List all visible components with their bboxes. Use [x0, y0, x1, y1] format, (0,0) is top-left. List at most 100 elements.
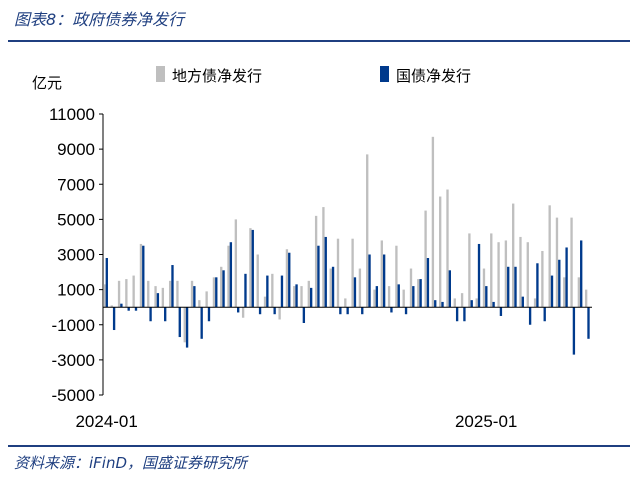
- bar-treasury: [397, 284, 400, 308]
- bar-treasury: [426, 258, 430, 308]
- bar-treasury: [266, 275, 269, 308]
- x-tick-label: 2025-01: [455, 412, 517, 431]
- bar-treasury: [251, 229, 254, 308]
- bar-local-gov: [563, 277, 566, 308]
- bar-local-gov: [161, 287, 165, 308]
- bar-treasury: [507, 266, 510, 308]
- bar-local-gov: [198, 300, 201, 308]
- legend-swatch-treasury: [380, 66, 389, 82]
- bar-local-gov: [147, 280, 150, 308]
- bar-treasury: [434, 300, 437, 308]
- bar-treasury: [134, 307, 138, 311]
- bar-local-gov: [329, 268, 332, 308]
- bar-treasury: [404, 307, 408, 315]
- bar-local-gov: [519, 236, 522, 308]
- bar-local-gov: [482, 268, 486, 308]
- bar-treasury: [273, 307, 276, 315]
- y-axis: 11000 9000 7000 5000 3000 1000 -1000 -3000 -5000: [49, 105, 104, 405]
- bar-local-gov: [139, 243, 143, 308]
- bar-local-gov: [322, 207, 325, 308]
- bar-local-gov: [577, 277, 581, 308]
- y-tick-label: -5000: [52, 386, 95, 405]
- bar-treasury: [477, 243, 481, 308]
- bar-chart: 亿元 地方债净发行 国债净发行 11000 9000 7000 5000 3000 100…: [32, 66, 592, 431]
- x-tick-label: 2024-01: [75, 412, 137, 431]
- bar-treasury: [353, 277, 357, 308]
- bar-local-gov: [307, 280, 310, 308]
- bar-treasury: [229, 242, 233, 308]
- bar-treasury: [324, 236, 327, 308]
- bar-local-gov: [132, 275, 135, 308]
- bar-treasury: [361, 307, 364, 315]
- bar-local-gov: [497, 242, 500, 308]
- bar-local-gov: [183, 307, 186, 343]
- bar-treasury: [142, 245, 145, 308]
- bar-local-gov: [548, 205, 551, 308]
- bar-local-gov: [380, 240, 383, 308]
- bar-treasury: [550, 275, 554, 308]
- bar-local-gov: [570, 217, 573, 308]
- bar-local-gov: [460, 293, 464, 308]
- bar-treasury: [455, 307, 459, 322]
- chart-title: 图表8：政府债券净发行: [14, 10, 185, 29]
- bar-treasury: [587, 307, 590, 339]
- bar-treasury: [463, 307, 466, 322]
- bar-treasury: [390, 307, 393, 313]
- legend-swatch-local: [156, 66, 165, 82]
- bar-local-gov: [256, 254, 259, 308]
- bar-treasury: [280, 275, 284, 308]
- bar-treasury: [331, 266, 335, 308]
- bar-treasury: [127, 307, 130, 311]
- bar-local-gov: [263, 296, 267, 308]
- bar-local-gov: [117, 280, 121, 308]
- bar-local-gov: [241, 307, 245, 318]
- legend: 地方债净发行 国债净发行: [156, 66, 471, 85]
- y-tick-label: 5000: [57, 210, 95, 229]
- bar-local-gov: [395, 245, 398, 308]
- y-tick-label: -1000: [52, 316, 95, 335]
- bar-local-gov: [409, 268, 413, 308]
- bar-treasury: [105, 258, 108, 308]
- bar-treasury: [200, 307, 203, 339]
- bar-local-gov: [271, 273, 274, 308]
- bar-local-gov: [446, 189, 449, 308]
- bar-local-gov: [504, 240, 508, 308]
- bar-local-gov: [285, 249, 289, 308]
- bar-local-gov: [373, 289, 376, 308]
- bar-local-gov: [293, 286, 296, 308]
- bar-treasury: [536, 263, 539, 308]
- bar-treasury: [470, 300, 473, 308]
- bar-local-gov: [205, 291, 208, 308]
- bar-treasury: [572, 307, 576, 355]
- y-tick-label: 9000: [57, 140, 95, 159]
- y-unit-label: 亿元: [32, 74, 62, 92]
- bar-local-gov: [190, 280, 194, 308]
- bar-treasury: [112, 307, 116, 331]
- bar-treasury: [244, 273, 247, 308]
- bar-treasury: [543, 307, 546, 322]
- bar-local-gov: [300, 286, 303, 308]
- bar-treasury: [499, 307, 503, 316]
- bar-local-gov: [278, 307, 281, 320]
- bar-local-gov: [541, 250, 544, 308]
- y-tick-label: 3000: [57, 246, 95, 265]
- bar-treasury: [346, 307, 349, 315]
- bar-treasury: [222, 270, 225, 308]
- bar-local-gov: [402, 289, 405, 308]
- source-note: 资料来源：iFinD，国盛证券研究所: [14, 454, 248, 472]
- bar-treasury: [215, 277, 218, 308]
- bar-treasury: [485, 286, 488, 308]
- bar-local-gov: [227, 245, 230, 308]
- y-tick-label: 7000: [57, 175, 95, 194]
- bar-local-gov: [234, 219, 238, 308]
- bars-group: [103, 136, 590, 355]
- bar-local-gov: [220, 266, 223, 308]
- bar-local-gov: [366, 154, 369, 308]
- bar-treasury: [419, 279, 422, 308]
- bar-treasury: [528, 307, 532, 325]
- bar-treasury: [185, 307, 189, 348]
- bar-local-gov: [387, 286, 391, 308]
- bar-local-gov: [555, 217, 559, 308]
- bar-treasury: [368, 254, 371, 308]
- bar-treasury: [258, 307, 262, 315]
